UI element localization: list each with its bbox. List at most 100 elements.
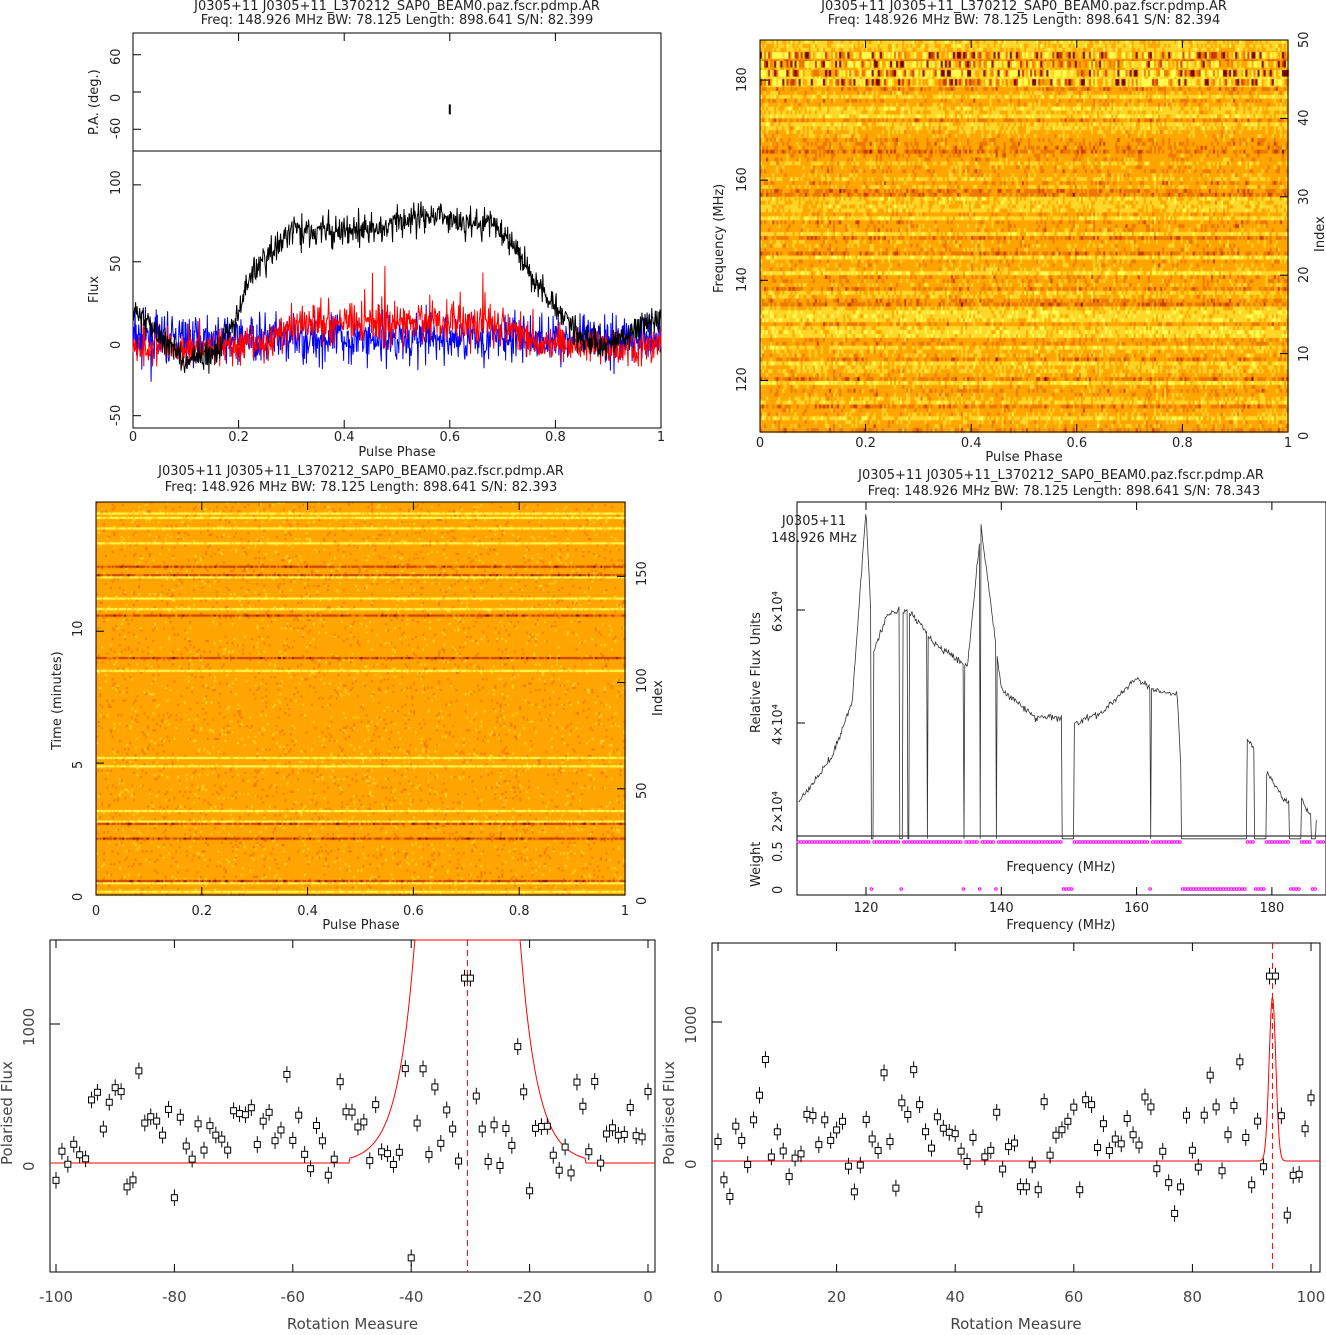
weight-point <box>991 840 995 844</box>
data-point <box>874 1147 882 1155</box>
y2-tick-label: 0 <box>635 896 650 905</box>
data-point <box>532 1124 540 1132</box>
x-tick-label: 0.6 <box>1066 436 1088 451</box>
pa-panel <box>132 32 662 152</box>
x-tick-label: 0.4 <box>333 430 355 445</box>
data-point <box>1123 1115 1131 1123</box>
data-point <box>916 1101 924 1109</box>
x-tick-label: 1 <box>1283 436 1293 451</box>
data-point <box>58 1147 66 1155</box>
weight-point <box>994 887 998 891</box>
plot-title: J0305+11 J0305+11_L370212_SAP0_BEAM0.paz… <box>858 468 1264 483</box>
x-axis-label: Pulse Phase <box>985 450 1063 465</box>
data-point <box>425 1151 433 1159</box>
data-point <box>212 1131 220 1139</box>
data-point <box>573 1078 581 1086</box>
weight-point <box>977 887 982 891</box>
rm-panel <box>49 939 656 1273</box>
weight-tick: 0.5 <box>771 841 786 862</box>
data-point <box>579 1102 587 1110</box>
y-axis-label: Polarised Flux <box>0 1061 16 1165</box>
x-tick-label: 140 <box>988 901 1014 916</box>
data-point <box>460 974 468 982</box>
x-tick-label: 0.8 <box>545 430 566 445</box>
weight-inner-label: Frequency (MHz) <box>1006 860 1116 875</box>
data-point <box>975 1205 983 1213</box>
y2-tick-label: 0 <box>1297 431 1312 440</box>
data-point <box>1088 1101 1096 1109</box>
data-point <box>159 1131 167 1139</box>
data-point <box>910 1066 918 1074</box>
data-point <box>1111 1135 1119 1143</box>
data-point <box>484 1158 492 1166</box>
data-point <box>638 1133 646 1141</box>
data-point <box>514 1043 522 1051</box>
x-axis-label: Rotation Measure <box>286 1315 419 1333</box>
data-point <box>70 1140 78 1148</box>
x-tick-label: 40 <box>945 1288 965 1306</box>
weight-point <box>961 887 966 891</box>
y-tick-label: -60 <box>109 118 124 140</box>
data-point <box>815 1141 823 1149</box>
data-point <box>750 1116 758 1124</box>
plot-title: J0305+11 J0305+11_L370212_SAP0_BEAM0.paz… <box>194 0 600 14</box>
data-point <box>591 1077 599 1085</box>
data-point <box>88 1096 96 1104</box>
data-point <box>1070 1103 1078 1111</box>
x-tick-label: 0.8 <box>1172 436 1193 451</box>
y-tick-label: 160 <box>735 167 750 193</box>
data-point <box>283 1070 291 1078</box>
data-point <box>330 1155 338 1163</box>
data-point <box>360 1118 368 1126</box>
data-point <box>1135 1141 1143 1149</box>
weight-axis-label: Weight <box>749 841 764 887</box>
x-tick-label: -100 <box>38 1288 74 1306</box>
data-point <box>1301 1125 1309 1133</box>
data-point <box>833 1126 841 1134</box>
spectrum-line <box>798 514 1317 840</box>
data-point <box>241 1111 249 1119</box>
data-point <box>496 1161 504 1169</box>
x-tick-label: 0.4 <box>960 436 982 451</box>
data-point <box>455 1157 463 1165</box>
y-axis-label: Relative Flux Units <box>749 612 764 733</box>
weight-point <box>866 840 871 844</box>
x-tick-label: 0.2 <box>228 430 249 445</box>
data-point <box>886 1138 894 1146</box>
plot-title: J0305+11 J0305+11_L370212_SAP0_BEAM0.paz… <box>158 464 564 479</box>
data-point <box>1295 1170 1303 1178</box>
plot-subtitle: Freq: 148.926 MHz BW: 78.125 Length: 898… <box>867 484 1261 499</box>
data-point <box>324 1171 332 1179</box>
x-tick-label: 0 <box>643 1288 653 1306</box>
y2-tick-label: 150 <box>635 561 650 587</box>
data-point <box>1165 1179 1173 1187</box>
data-point <box>389 1160 397 1168</box>
data-point <box>797 1150 805 1158</box>
data-point <box>93 1088 101 1096</box>
data-point <box>1034 1186 1042 1194</box>
data-point <box>791 1154 799 1162</box>
data-point <box>230 1107 238 1115</box>
data-point <box>526 1187 534 1195</box>
data-point <box>756 1091 764 1099</box>
freq-phase-panel <box>759 39 1289 433</box>
x-tick-label: 0 <box>128 430 138 445</box>
y-tick-label: 140 <box>735 267 750 293</box>
flux-series-0 <box>132 201 662 374</box>
data-point <box>585 1148 593 1156</box>
data-point <box>537 1123 545 1131</box>
data-point <box>153 1117 161 1125</box>
data-point <box>401 1065 409 1073</box>
x-tick-label: 0 <box>91 904 101 919</box>
data-point <box>732 1122 740 1130</box>
weight-point <box>1286 840 1290 844</box>
y-tick-label: 10 <box>71 620 86 638</box>
data-point <box>644 1088 652 1096</box>
y-tick-label: 50 <box>109 255 124 272</box>
data-point <box>1289 1171 1297 1179</box>
x-tick-label: 160 <box>1124 901 1149 916</box>
data-point <box>981 1153 989 1161</box>
data-point <box>384 1150 392 1158</box>
data-point <box>413 1119 421 1127</box>
